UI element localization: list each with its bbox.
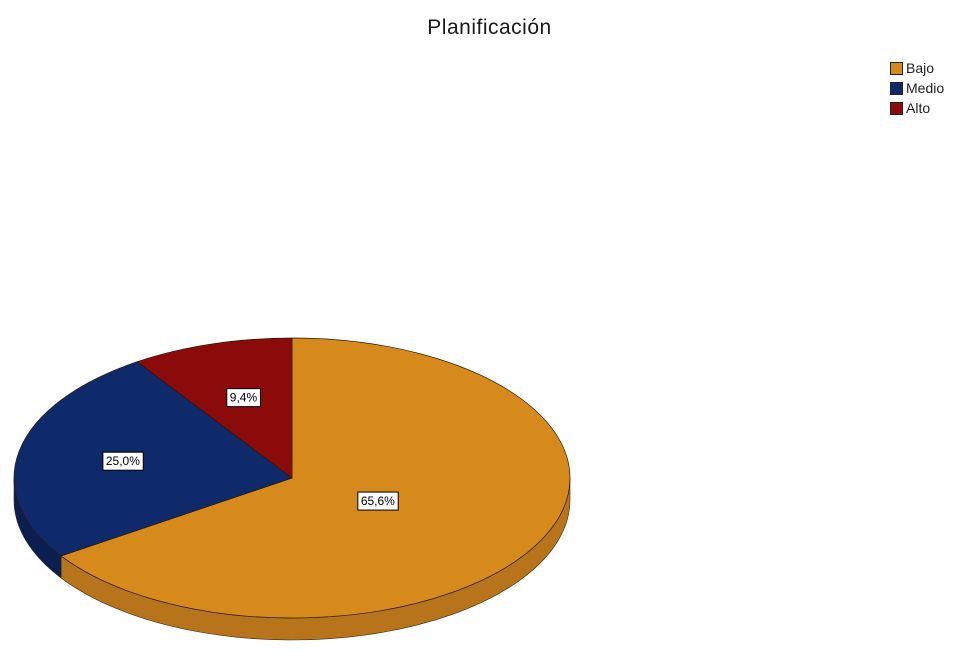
chart-title: Planificación <box>427 16 552 39</box>
slice-label-text: 9,4% <box>230 391 258 405</box>
pie-slice-bajo <box>60 337 571 619</box>
legend-item-alto: Alto <box>890 98 944 118</box>
legend-swatch-bajo <box>890 61 903 75</box>
slice-label-medio: 25,0% <box>102 451 144 471</box>
chart-legend: Bajo Medio Alto <box>890 58 944 118</box>
pie-slice-medio <box>13 361 293 557</box>
legend-item-bajo: Bajo <box>890 58 944 78</box>
legend-swatch-alto <box>890 101 903 115</box>
legend-label-bajo: Bajo <box>906 60 935 76</box>
slice-label-bajo: 65,6% <box>357 491 399 511</box>
legend-label-alto: Alto <box>906 100 931 116</box>
slice-label-box <box>226 388 261 408</box>
pie-slice-alto <box>136 337 293 479</box>
slice-label-text: 65,6% <box>361 494 395 508</box>
slice-label-text: 25,0% <box>106 454 140 468</box>
slice-label-box <box>102 451 144 471</box>
legend-label-medio: Medio <box>906 80 945 96</box>
legend-swatch-medio <box>890 81 903 95</box>
legend-item-medio: Medio <box>890 78 944 98</box>
slice-label-box <box>357 491 399 511</box>
slice-label-alto: 9,4% <box>226 388 261 408</box>
